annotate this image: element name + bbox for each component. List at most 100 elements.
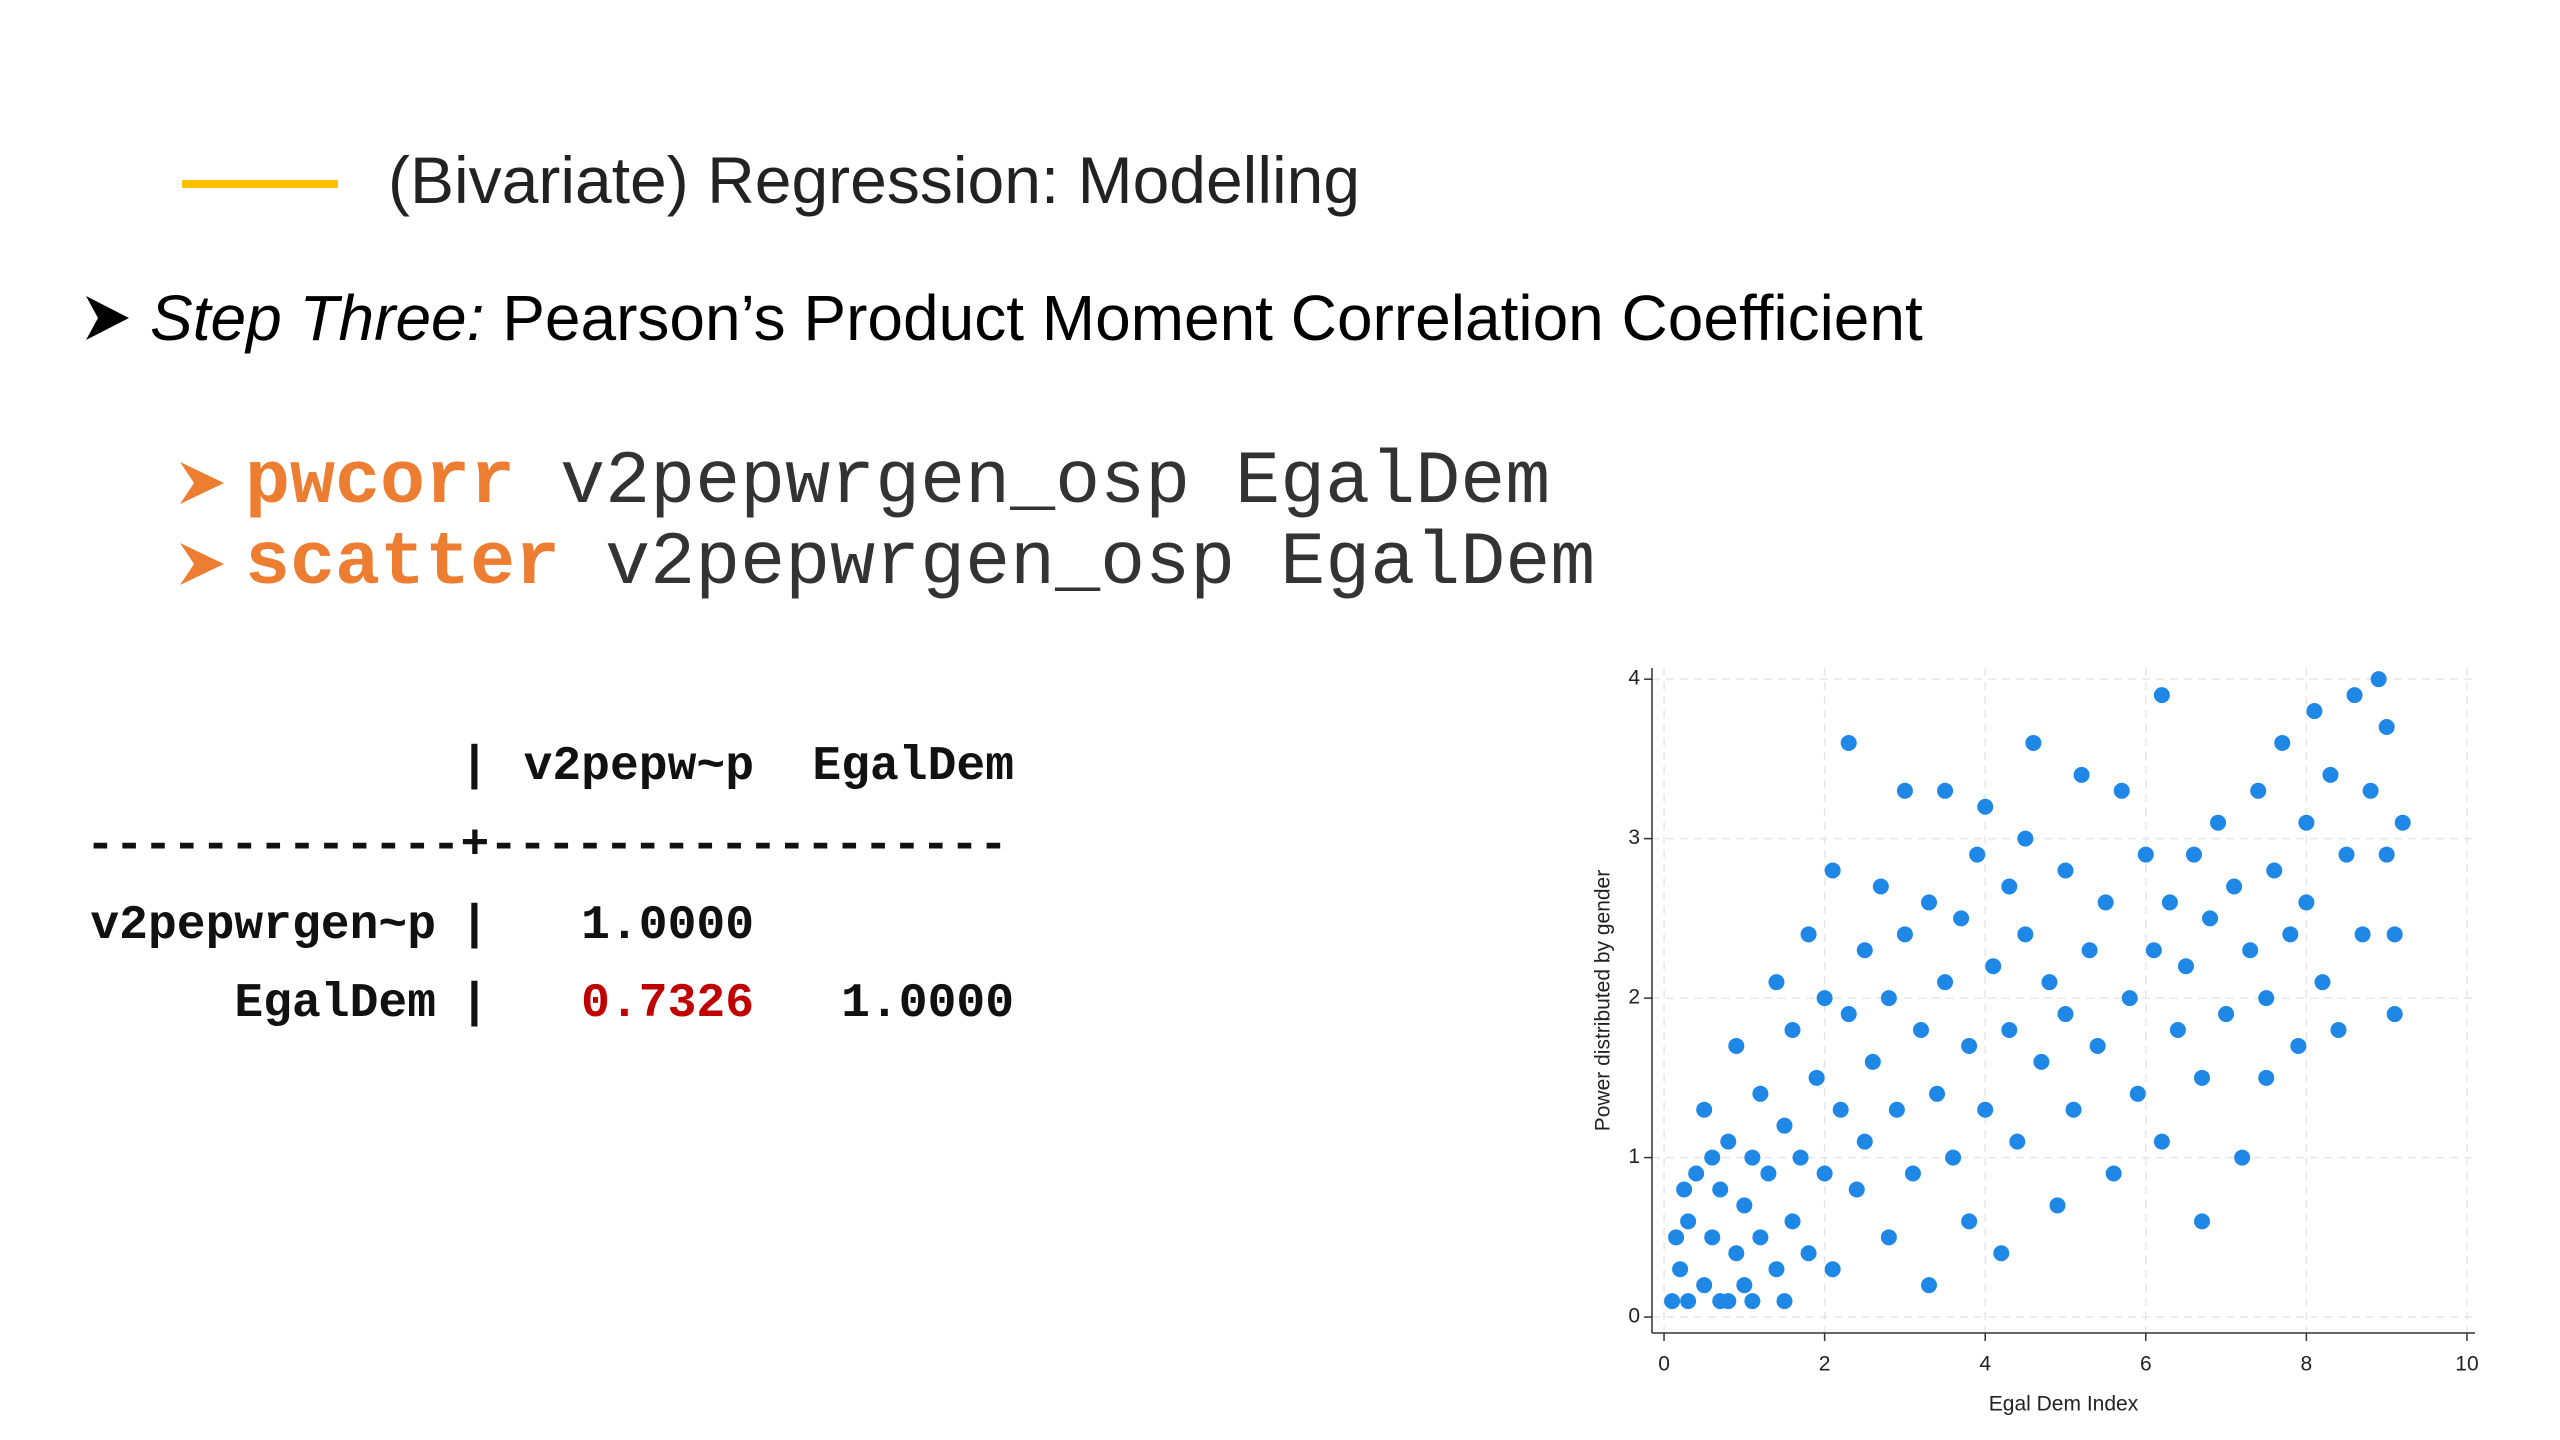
- scatter-point: [2290, 1037, 2307, 1054]
- scatter-point: [2041, 974, 2058, 991]
- scatter-point: [2185, 846, 2202, 863]
- scatter-point: [2210, 814, 2227, 831]
- x-tick-label: 0: [1658, 1353, 1670, 1376]
- scatter-point: [1824, 1261, 1841, 1278]
- scatter-point: [2194, 1213, 2211, 1230]
- command-args: v2pepwrgen_osp EgalDem: [560, 440, 1551, 525]
- command-args: v2pepwrgen_osp EgalDem: [605, 521, 1596, 606]
- scatter-point: [1776, 1293, 1793, 1310]
- scatter-point: [2282, 926, 2299, 943]
- scatter-point: [2129, 1085, 2146, 1102]
- scatter-point: [2218, 1006, 2235, 1023]
- scatter-point: [1953, 910, 1970, 927]
- scatter-point: [1921, 894, 1938, 911]
- scatter-point: [1808, 1069, 1825, 1086]
- command: scatter: [245, 521, 561, 606]
- table-rule: -------------+------------------: [86, 819, 1008, 873]
- scatter-point: [2370, 671, 2387, 688]
- table-divider: |: [460, 740, 489, 794]
- scatter-point: [1937, 974, 1954, 991]
- y-tick-label: 1: [1628, 1145, 1640, 1168]
- scatter-point: [1676, 1181, 1693, 1198]
- scatter-point: [2378, 719, 2395, 736]
- scatter-point: [1929, 1085, 1946, 1102]
- scatter-point: [1680, 1213, 1697, 1230]
- scatter-point: [2057, 862, 2074, 879]
- scatter-point: [1880, 1229, 1897, 1246]
- scatter-point: [2081, 942, 2098, 959]
- scatter-point: [1664, 1293, 1681, 1310]
- scatter-point: [1744, 1293, 1761, 1310]
- scatter-point: [2065, 1101, 2082, 1118]
- x-axis-label: Egal Dem Index: [1989, 1393, 2139, 1416]
- scatter-point: [2298, 894, 2315, 911]
- scatter-point: [2009, 1133, 2026, 1150]
- scatter-point: [1880, 990, 1897, 1007]
- scatter-point: [1824, 862, 1841, 879]
- table-cell: 0.7326: [581, 977, 754, 1031]
- scatter-point: [2386, 926, 2403, 943]
- scatter-point: [1696, 1277, 1713, 1294]
- scatter-point: [1937, 782, 1954, 799]
- scatter-point: [1896, 782, 1913, 799]
- scatter-point: [2266, 862, 2283, 879]
- table-cell: 1.0000: [581, 899, 754, 953]
- scatter-point: [1985, 958, 2002, 975]
- scatter-point: [1840, 1006, 1857, 1023]
- scatter-point: [1736, 1277, 1753, 1294]
- scatter-point: [1832, 1101, 1849, 1118]
- column-header: EgalDem: [812, 740, 1014, 794]
- scatter-point: [1784, 1213, 1801, 1230]
- scatter-point: [1728, 1037, 1745, 1054]
- scatter-point: [1752, 1085, 1769, 1102]
- scatter-point: [1672, 1261, 1689, 1278]
- x-tick-label: 10: [2455, 1353, 2478, 1376]
- scatter-point: [2177, 958, 2194, 975]
- scatter-point: [2121, 990, 2138, 1007]
- scatter-point: [1840, 734, 1857, 751]
- scatter-point: [2049, 1197, 2066, 1214]
- scatter-point: [1720, 1293, 1737, 1310]
- scatter-point: [2001, 1022, 2018, 1039]
- scatter-point: [2025, 734, 2042, 751]
- scatter-point: [1696, 1101, 1713, 1118]
- y-tick-label: 0: [1628, 1305, 1640, 1328]
- scatter-point: [2330, 1022, 2347, 1039]
- scatter-point: [2145, 942, 2162, 959]
- row-header: EgalDem: [234, 977, 436, 1031]
- scatter-point: [1961, 1037, 1978, 1054]
- scatter-point: [1680, 1293, 1697, 1310]
- scatter-point: [2298, 814, 2315, 831]
- scatter-point: [1792, 1149, 1809, 1166]
- scatter-point: [2202, 910, 2219, 927]
- scatter-point: [1760, 1165, 1777, 1182]
- scatter-point: [1768, 1261, 1785, 1278]
- scatter-point: [2161, 894, 2178, 911]
- row-header: v2pepwrgen~p: [90, 899, 436, 953]
- scatter-point: [1977, 1101, 1994, 1118]
- scatter-point: [2258, 1069, 2275, 1086]
- y-tick-label: 2: [1628, 986, 1640, 1009]
- scatter-point: [2017, 926, 2034, 943]
- scatter-point: [2258, 990, 2275, 1007]
- scatter-point: [2153, 687, 2170, 704]
- scatter-point: [2089, 1037, 2106, 1054]
- table-divider: |: [460, 977, 489, 1031]
- bullet-lead: Step Three:: [150, 282, 485, 354]
- scatter-point: [2354, 926, 2371, 943]
- table-divider: |: [460, 899, 489, 953]
- scatter-point: [2338, 846, 2355, 863]
- scatter-point: [2306, 703, 2323, 720]
- scatter-point: [2001, 878, 2018, 895]
- x-tick-label: 2: [1819, 1353, 1831, 1376]
- scatter-point: [1896, 926, 1913, 943]
- scatter-point: [2322, 766, 2339, 783]
- scatter-point: [1736, 1197, 1753, 1214]
- scatter-point: [2194, 1069, 2211, 1086]
- scatter-point: [1864, 1053, 1881, 1070]
- command: pwcorr: [245, 440, 516, 525]
- scatter-point: [1768, 974, 1785, 991]
- slide-title: (Bivariate) Regression: Modelling: [388, 143, 1361, 217]
- y-tick-label: 4: [1628, 667, 1640, 690]
- scatter-point: [2017, 830, 2034, 847]
